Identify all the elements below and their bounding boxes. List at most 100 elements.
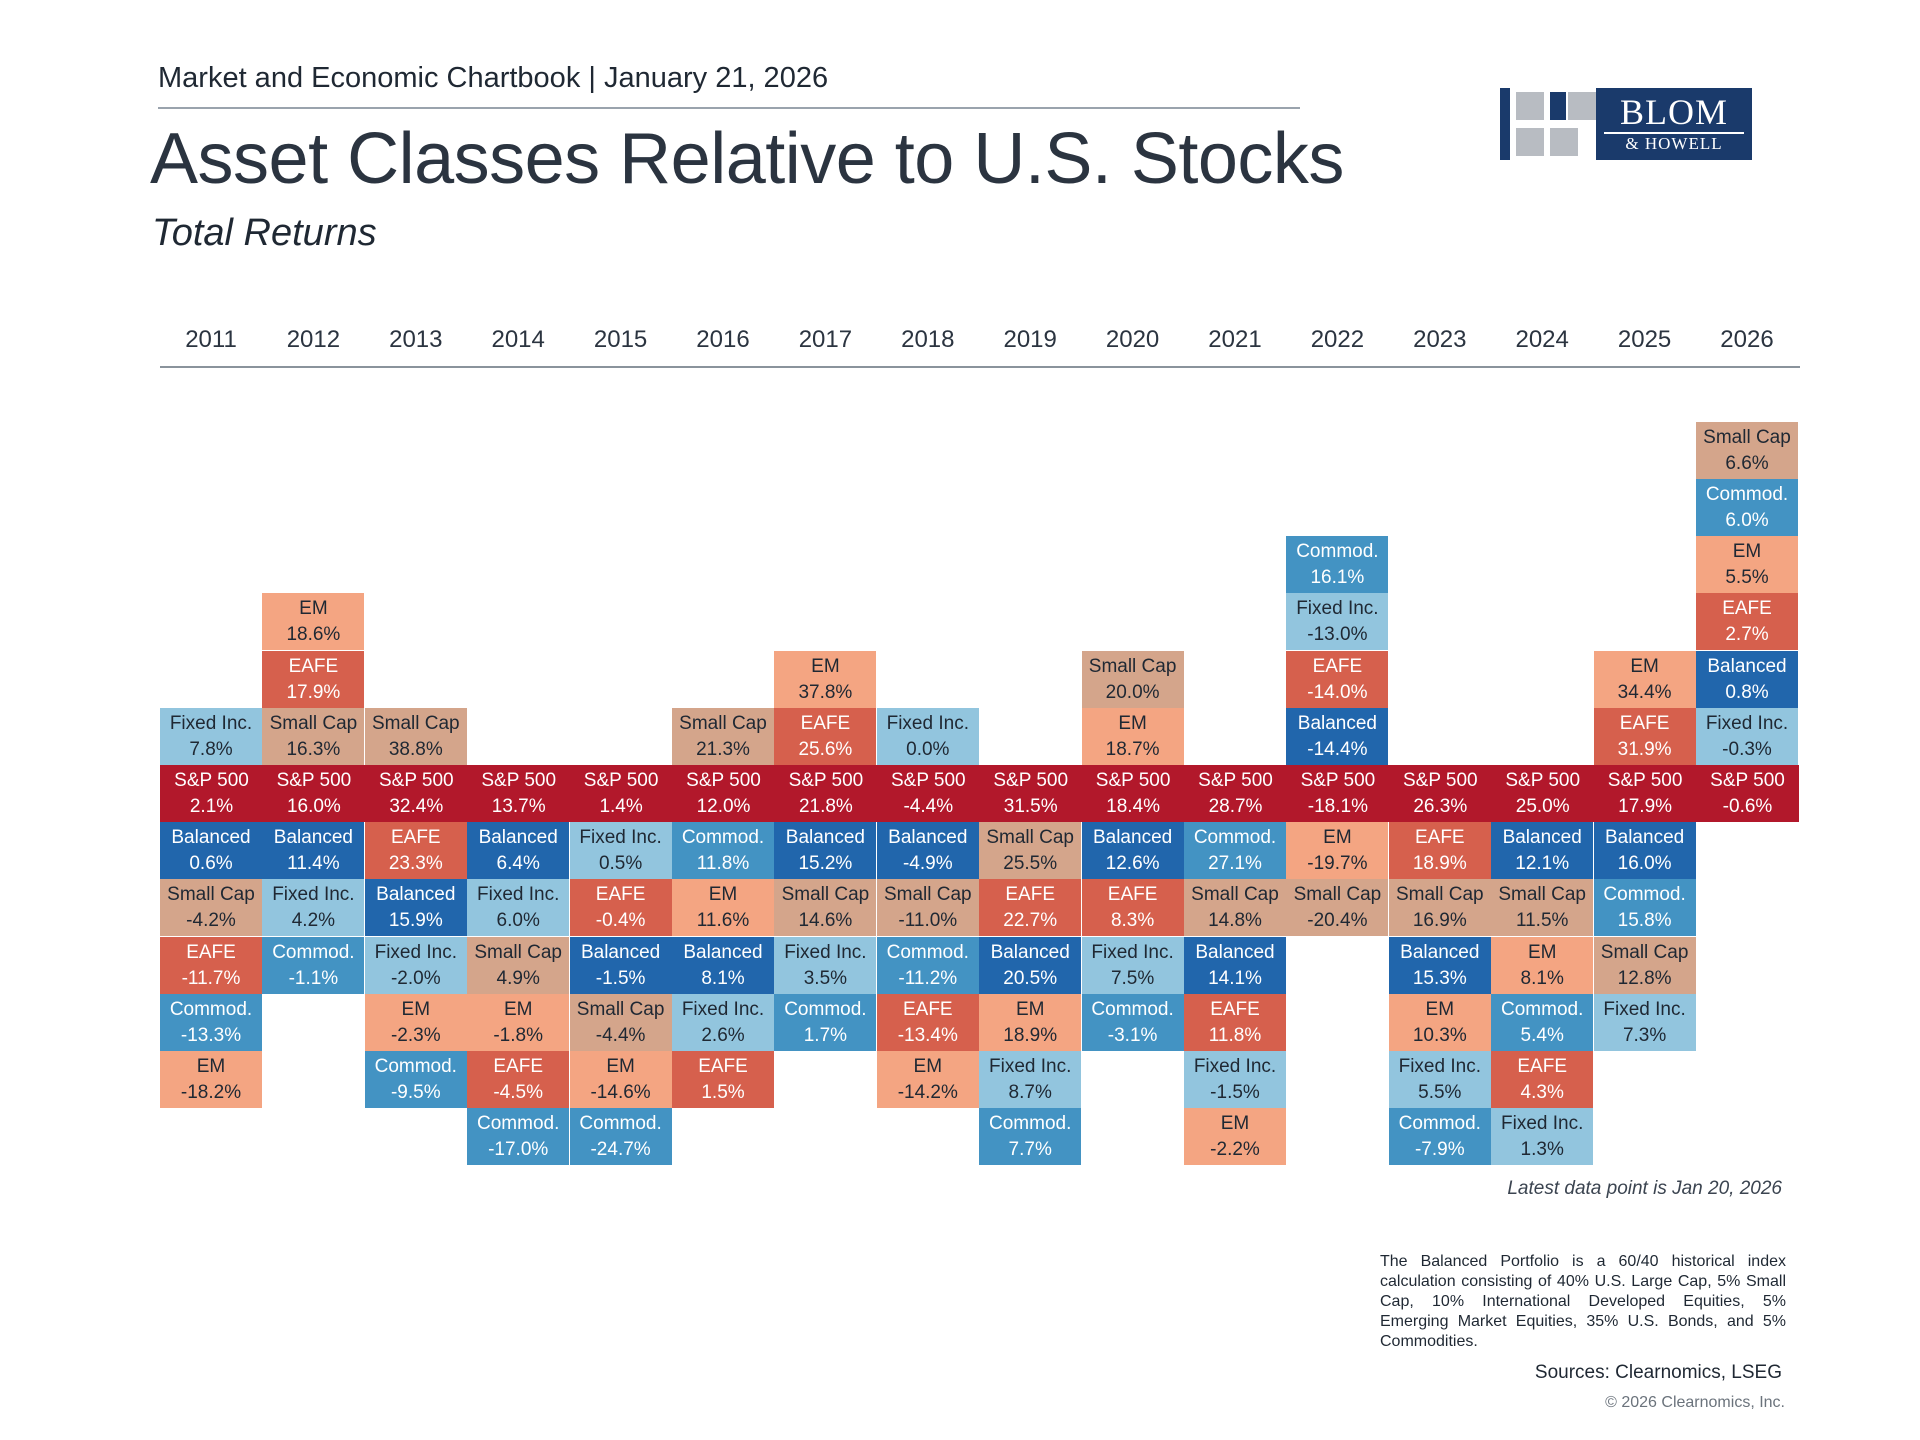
cell-value: -18.1% — [1307, 796, 1368, 817]
cell-balanced-2012: Balanced 11.4% — [262, 822, 365, 880]
latest-data-note: Latest data point is Jan 20, 2026 — [1507, 1178, 1782, 1199]
cell-label: Balanced — [580, 941, 661, 963]
cell-value: -14.2% — [897, 1082, 958, 1103]
cell-label: EAFE — [800, 712, 851, 734]
cell-fixed-inc-2026: Fixed Inc. -0.3% — [1696, 707, 1798, 765]
cell-value: -19.7% — [1307, 853, 1368, 875]
cell-label: Fixed Inc. — [169, 712, 253, 734]
cell-label: EM — [1630, 655, 1659, 677]
cell-value: 14.6% — [798, 910, 853, 932]
cell-value: 8.7% — [1008, 1082, 1052, 1103]
cell-label: Commod. — [886, 941, 969, 963]
cell-commod-2012: Commod. -1.1% — [262, 936, 365, 994]
year-label-2014: 2014 — [491, 326, 545, 353]
cell-value: 37.8% — [798, 681, 853, 703]
cell-label: EM — [606, 1056, 635, 1077]
cell-value: -14.4% — [1307, 738, 1368, 760]
cell-small-cap-2023: Small Cap 16.9% — [1388, 879, 1491, 937]
cell-label: Balanced — [171, 827, 251, 849]
cell-label: S&P 500 — [174, 770, 249, 791]
year-label-2020: 2020 — [1105, 326, 1160, 353]
cell-value: 6.0% — [496, 910, 540, 932]
cell-label: EAFE — [186, 941, 236, 963]
cell-label: Balanced — [1707, 655, 1787, 677]
year-label-2026: 2026 — [1720, 326, 1774, 353]
cell-balanced-2017: Balanced 15.2% — [774, 822, 877, 880]
chartbook-header: Market and Economic Chartbook | January … — [158, 62, 829, 94]
cell-value: 0.5% — [598, 853, 643, 875]
cell-value: -2.0% — [390, 967, 441, 989]
cell-value: -1.1% — [288, 967, 339, 989]
cell-value: 11.5% — [1515, 910, 1569, 932]
cell-label: Fixed Inc. — [579, 827, 662, 849]
cell-label: EM — [1732, 541, 1762, 563]
cell-small-cap-2017: Small Cap 14.6% — [774, 879, 877, 937]
cell-value: 12.1% — [1515, 853, 1570, 875]
cell-label: Balanced — [1195, 941, 1275, 963]
cell-label: S&P 500 — [1710, 770, 1785, 791]
cell-label: EAFE — [1210, 998, 1260, 1020]
cell-value: 8.1% — [701, 967, 745, 989]
cell-value: -18.2% — [180, 1082, 242, 1103]
cell-eafe-2011: EAFE -11.7% — [160, 936, 262, 994]
cell-sp500-2011: S&P 500 2.1% — [160, 765, 263, 822]
cell-value: 10.3% — [1412, 1024, 1467, 1046]
cell-label: Fixed Inc. — [1501, 1113, 1584, 1135]
cell-value: 34.4% — [1617, 681, 1672, 703]
cell-small-cap-2016: Small Cap 21.3% — [672, 707, 774, 765]
cell-balanced-2023: Balanced 15.3% — [1388, 936, 1491, 994]
cell-value: 18.9% — [1003, 1024, 1058, 1046]
cell-value: 17.9% — [286, 681, 341, 703]
cell-label: S&P 500 — [1300, 770, 1376, 791]
cell-label: S&P 500 — [276, 770, 352, 791]
cell-value: 4.2% — [291, 910, 336, 932]
cell-value: 5.5% — [1725, 567, 1769, 589]
cell-commod-2018: Commod. -11.2% — [876, 936, 979, 994]
cell-value: 7.3% — [1622, 1024, 1667, 1046]
cell-label: Balanced — [683, 941, 763, 963]
cell-label: S&P 500 — [481, 770, 557, 791]
cell-eafe-2013: EAFE 23.3% — [364, 822, 467, 880]
cell-value: 5.5% — [1418, 1082, 1462, 1103]
cell-value: 31.9% — [1617, 738, 1672, 760]
cell-label: EM — [708, 884, 738, 906]
cell-sp500-2017: S&P 500 21.8% — [774, 765, 878, 822]
cell-eafe-2019: EAFE 22.7% — [979, 879, 1082, 937]
cell-value: 20.0% — [1105, 681, 1160, 703]
cell-sp500-2021: S&P 500 28.7% — [1184, 765, 1287, 822]
cell-label: Small Cap — [781, 884, 870, 906]
cell-value: 1.5% — [701, 1082, 745, 1103]
cell-eafe-2016: EAFE 1.5% — [672, 1051, 774, 1108]
cell-value: 23.3% — [388, 853, 443, 875]
cell-eafe-2023: EAFE 18.9% — [1388, 822, 1491, 880]
cell-eafe-2024: EAFE 4.3% — [1491, 1051, 1594, 1108]
cell-value: 7.7% — [1008, 1139, 1052, 1161]
cell-label: EAFE — [902, 998, 953, 1020]
cell-label: Commod. — [784, 998, 867, 1020]
cell-balanced-2014: Balanced 6.4% — [467, 822, 570, 880]
cell-label: Small Cap — [1498, 884, 1587, 906]
cell-value: 15.3% — [1412, 967, 1467, 989]
cell-value: -1.8% — [493, 1024, 543, 1046]
cell-value: 6.6% — [1725, 452, 1769, 474]
cell-em-2023: EM 10.3% — [1388, 993, 1491, 1051]
cell-commod-2026: Commod. 6.0% — [1696, 479, 1798, 536]
cell-value: 27.1% — [1208, 853, 1262, 875]
cell-value: 12.6% — [1105, 853, 1160, 875]
cell-label: Small Cap — [269, 712, 358, 734]
cell-eafe-2018: EAFE -13.4% — [876, 993, 979, 1051]
year-label-2013: 2013 — [389, 326, 443, 353]
cell-value: -4.2% — [186, 910, 236, 932]
cell-value: 0.0% — [906, 738, 950, 760]
year-label-2021: 2021 — [1208, 326, 1262, 353]
cell-label: S&P 500 — [1095, 770, 1171, 791]
cell-eafe-2017: EAFE 25.6% — [774, 707, 877, 765]
cell-value: -2.2% — [1210, 1139, 1260, 1161]
cell-label: Balanced — [1502, 827, 1582, 849]
cell-small-cap-2026: Small Cap 6.6% — [1696, 421, 1798, 479]
cell-label: Balanced — [273, 827, 353, 849]
cell-value: -13.3% — [180, 1024, 242, 1046]
cell-fixed-inc-2017: Fixed Inc. 3.5% — [774, 936, 877, 994]
cell-em-2013: EM -2.3% — [364, 993, 467, 1051]
cell-fixed-inc-2018: Fixed Inc. 0.0% — [876, 707, 979, 765]
